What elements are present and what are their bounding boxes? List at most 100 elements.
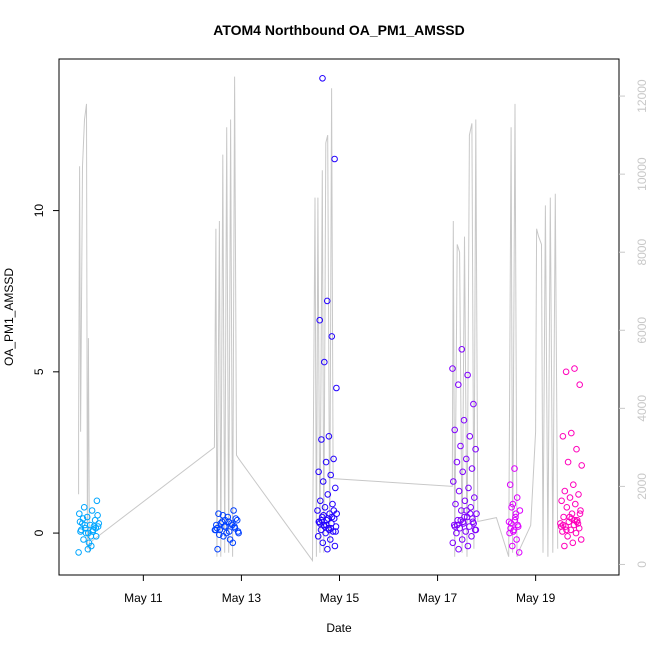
data-point	[328, 513, 336, 521]
data-point	[510, 528, 517, 535]
data-point	[333, 384, 340, 392]
data-point	[77, 526, 85, 534]
data-point	[466, 433, 474, 440]
data-point	[214, 545, 221, 553]
data-point	[319, 539, 327, 547]
data-point	[452, 500, 459, 508]
data-point	[473, 510, 480, 518]
data-point	[509, 500, 517, 508]
data-point	[515, 549, 523, 556]
data-point	[577, 507, 584, 514]
data-point	[231, 523, 238, 530]
data-point	[557, 523, 565, 530]
data-point	[332, 528, 339, 535]
x-tick-label: May 13	[222, 591, 262, 605]
data-point	[318, 436, 325, 443]
y-tick-label: 5	[32, 368, 46, 375]
data-point	[468, 465, 476, 472]
data-point	[465, 484, 472, 492]
data-point	[512, 513, 519, 521]
data-point	[516, 507, 524, 514]
data-point	[566, 494, 574, 501]
data-point	[330, 455, 337, 463]
data-point	[232, 515, 240, 522]
data-point	[508, 504, 515, 511]
data-point	[464, 371, 471, 379]
data-point	[564, 533, 571, 540]
data-point	[80, 504, 88, 511]
data-point	[472, 526, 480, 534]
data-point	[462, 528, 470, 535]
y2-tick-label: 0	[635, 561, 649, 568]
data-point	[472, 445, 479, 453]
data-point	[82, 524, 89, 532]
data-point	[314, 507, 321, 514]
data-point	[571, 516, 579, 524]
data-point	[88, 507, 96, 514]
x-tick-label: May 11	[124, 591, 163, 605]
data-point	[75, 549, 82, 556]
chart-title: ATOM4 Northbound OA_PM1_AMSSD	[213, 22, 465, 38]
data-point	[575, 491, 582, 498]
data-point	[467, 504, 475, 511]
data-point	[567, 526, 575, 534]
y2-tick-label: 2000	[635, 473, 649, 500]
data-point	[321, 504, 329, 511]
series-3	[314, 75, 341, 553]
data-point	[460, 416, 468, 424]
data-point	[470, 400, 477, 408]
data-point	[315, 468, 322, 476]
data-point	[221, 516, 229, 524]
data-point	[470, 520, 478, 527]
data-point	[577, 536, 585, 543]
data-point	[331, 155, 338, 163]
data-point	[566, 513, 573, 521]
y-axis-label: OA_PM1_AMSSD	[2, 268, 16, 366]
data-point	[513, 494, 521, 501]
data-point	[327, 536, 334, 543]
y-tick-label: 0	[32, 529, 46, 536]
data-point	[95, 520, 103, 527]
data-point	[578, 462, 586, 469]
x-axis: May 11 May 13 May 15 May 17 May 19	[124, 575, 556, 605]
data-point	[315, 518, 323, 526]
data-point	[469, 515, 476, 522]
data-point	[93, 497, 101, 505]
x-tick-label: May 17	[418, 591, 458, 605]
data-point	[571, 365, 578, 372]
data-point	[215, 510, 222, 518]
data-point	[455, 487, 463, 495]
data-point	[319, 75, 326, 82]
data-point	[570, 481, 577, 489]
data-point	[564, 458, 572, 466]
data-point	[509, 542, 516, 550]
data-point	[453, 458, 461, 466]
data-point	[453, 529, 460, 537]
data-point	[330, 507, 338, 514]
data-point	[80, 536, 87, 543]
data-point	[316, 520, 324, 527]
data-point	[230, 507, 237, 514]
data-point	[323, 297, 331, 305]
data-point	[212, 526, 219, 534]
data-point	[318, 513, 326, 521]
data-point	[513, 536, 520, 543]
data-point	[233, 516, 241, 524]
data-point	[76, 510, 83, 518]
data-point	[568, 515, 575, 522]
data-point	[317, 526, 325, 534]
data-point	[213, 524, 221, 532]
data-point	[511, 465, 518, 472]
data-point	[506, 481, 514, 489]
y-tick-label: 10	[32, 204, 46, 218]
data-point	[576, 381, 584, 389]
data-point	[325, 526, 333, 534]
data-point	[559, 521, 567, 529]
data-point	[463, 455, 470, 463]
scatter-points-layer	[75, 75, 586, 556]
data-point	[453, 521, 461, 529]
x-tick-label: May 19	[516, 591, 556, 605]
y2-tick-label: 8000	[635, 239, 649, 266]
data-point	[81, 521, 89, 529]
